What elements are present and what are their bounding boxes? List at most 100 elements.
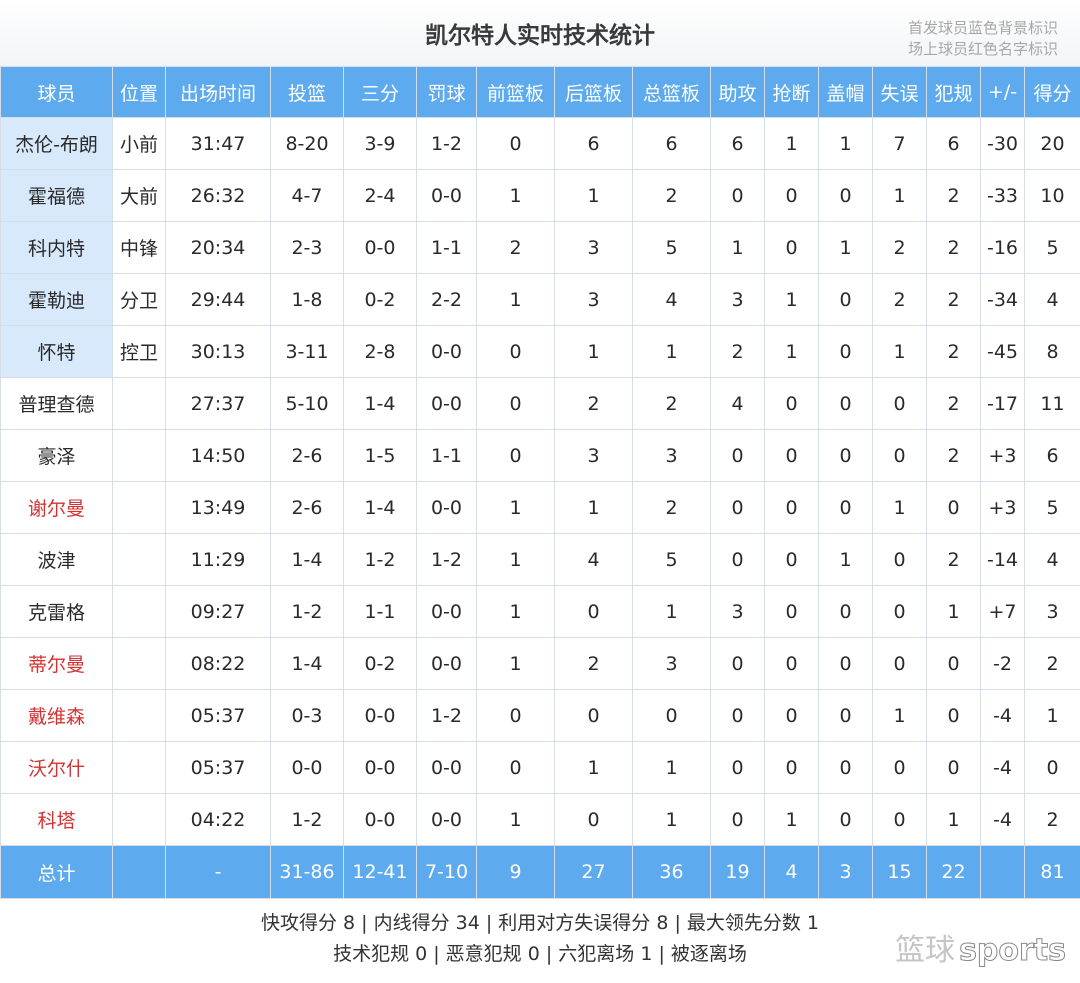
cell-defensive-rebounds: 3 (554, 273, 633, 326)
cell-defensive-rebounds: 6 (554, 117, 633, 170)
cell-steals: 1 (764, 325, 819, 378)
table-row: 科内特 中锋 20:34 2-3 0-0 1-1 2 3 5 1 0 1 2 2 -16 5 (0, 221, 1080, 274)
total-assists: 19 (710, 845, 765, 899)
cell-field-goals: 1-2 (270, 585, 344, 638)
header-position: 位置 (112, 66, 166, 118)
header-minutes: 出场时间 (165, 66, 271, 118)
cell-fouls: 0 (926, 689, 981, 742)
cell-plus-minus: +3 (980, 481, 1025, 534)
table-row: 沃尔什 05:37 0-0 0-0 0-0 0 1 1 0 0 0 0 0 -4 0 (0, 741, 1080, 794)
cell-turnovers: 0 (872, 533, 927, 586)
cell-points: 4 (1024, 533, 1080, 586)
legend-oncourt-note: 场上球员红色名字标识 (907, 40, 1058, 58)
player-name: 谢尔曼 (27, 498, 85, 520)
summary-footer: 快攻得分 8 | 内线得分 34 | 利用对方失误得分 8 | 最大领先分数 1… (0, 908, 1080, 970)
cell-assists: 4 (710, 377, 765, 430)
cell-position (112, 741, 166, 794)
player-name-cell: 科塔 (0, 793, 113, 846)
table-row: 霍福德 大前 26:32 4-7 2-4 0-0 1 1 2 0 0 0 1 2 -33 10 (0, 169, 1080, 222)
cell-three-pointers: 3-9 (343, 117, 417, 170)
cell-minutes: 05:37 (165, 741, 271, 794)
cell-three-pointers: 0-0 (343, 221, 417, 274)
table-row: 杰伦-布朗 小前 31:47 8-20 3-9 1-2 0 6 6 6 1 1 7 6 -30 20 (0, 117, 1080, 170)
cell-free-throws: 0-0 (416, 741, 477, 794)
player-name: 科内特 (27, 238, 85, 260)
cell-blocks: 1 (818, 117, 873, 170)
cell-fouls: 2 (926, 221, 981, 274)
cell-fouls: 2 (926, 273, 981, 326)
cell-free-throws: 0-0 (416, 169, 477, 222)
cell-fouls: 1 (926, 585, 981, 638)
player-name-cell: 波津 (0, 533, 113, 586)
cell-offensive-rebounds: 1 (476, 533, 555, 586)
cell-offensive-rebounds: 0 (476, 429, 555, 482)
cell-steals: 0 (764, 689, 819, 742)
cell-assists: 0 (710, 169, 765, 222)
player-name-cell: 普理查德 (0, 377, 113, 430)
cell-points: 5 (1024, 221, 1080, 274)
table-row: 谢尔曼 13:49 2-6 1-4 0-0 1 1 2 0 0 0 1 0 +3 5 (0, 481, 1080, 534)
cell-blocks: 1 (818, 533, 873, 586)
header-blocks: 盖帽 (818, 66, 873, 118)
cell-minutes: 13:49 (165, 481, 271, 534)
cell-plus-minus: -14 (980, 533, 1025, 586)
cell-plus-minus: -4 (980, 793, 1025, 846)
cell-three-pointers: 0-0 (343, 793, 417, 846)
player-name: 克雷格 (27, 602, 85, 624)
total-steals: 4 (764, 845, 819, 899)
cell-plus-minus: -2 (980, 637, 1025, 690)
cell-total-rebounds: 3 (632, 429, 711, 482)
cell-blocks: 0 (818, 741, 873, 794)
cell-blocks: 0 (818, 273, 873, 326)
cell-turnovers: 0 (872, 585, 927, 638)
cell-field-goals: 1-4 (270, 533, 344, 586)
cell-defensive-rebounds: 1 (554, 481, 633, 534)
cell-free-throws: 0-0 (416, 793, 477, 846)
cell-three-pointers: 0-2 (343, 273, 417, 326)
cell-blocks: 1 (818, 221, 873, 274)
cell-points: 3 (1024, 585, 1080, 638)
cell-assists: 0 (710, 689, 765, 742)
cell-fouls: 6 (926, 117, 981, 170)
header-steals: 抢断 (764, 66, 819, 118)
cell-position (112, 377, 166, 430)
cell-assists: 1 (710, 221, 765, 274)
total-blocks: 3 (818, 845, 873, 899)
header-field-goals: 投篮 (270, 66, 344, 118)
cell-blocks: 0 (818, 689, 873, 742)
cell-assists: 0 (710, 429, 765, 482)
cell-offensive-rebounds: 1 (476, 169, 555, 222)
cell-plus-minus: -34 (980, 273, 1025, 326)
table-row: 蒂尔曼 08:22 1-4 0-2 0-0 1 2 3 0 0 0 0 0 -2 2 (0, 637, 1080, 690)
cell-offensive-rebounds: 1 (476, 481, 555, 534)
cell-defensive-rebounds: 0 (554, 585, 633, 638)
cell-points: 2 (1024, 637, 1080, 690)
cell-free-throws: 0-0 (416, 481, 477, 534)
cell-blocks: 0 (818, 325, 873, 378)
cell-position (112, 689, 166, 742)
cell-total-rebounds: 1 (632, 325, 711, 378)
cell-turnovers: 0 (872, 637, 927, 690)
player-name: 豪泽 (37, 446, 76, 468)
total-position (112, 845, 166, 899)
cell-free-throws: 1-1 (416, 221, 477, 274)
cell-field-goals: 8-20 (270, 117, 344, 170)
cell-steals: 0 (764, 481, 819, 534)
cell-three-pointers: 0-2 (343, 637, 417, 690)
cell-points: 0 (1024, 741, 1080, 794)
cell-blocks: 0 (818, 637, 873, 690)
player-name: 沃尔什 (27, 758, 85, 780)
player-name-cell: 克雷格 (0, 585, 113, 638)
cell-plus-minus: -16 (980, 221, 1025, 274)
cell-blocks: 0 (818, 585, 873, 638)
cell-minutes: 30:13 (165, 325, 271, 378)
total-offensive-rebounds: 9 (476, 845, 555, 899)
cell-field-goals: 0-3 (270, 689, 344, 742)
cell-points: 6 (1024, 429, 1080, 482)
cell-three-pointers: 2-8 (343, 325, 417, 378)
table-row: 戴维森 05:37 0-3 0-0 1-2 0 0 0 0 0 0 1 0 -4 1 (0, 689, 1080, 742)
cell-defensive-rebounds: 0 (554, 689, 633, 742)
cell-defensive-rebounds: 2 (554, 637, 633, 690)
cell-steals: 0 (764, 585, 819, 638)
cell-points: 2 (1024, 793, 1080, 846)
